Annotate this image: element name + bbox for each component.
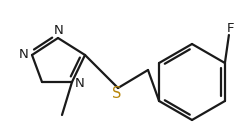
- Text: N: N: [19, 47, 29, 60]
- Text: S: S: [112, 86, 122, 101]
- Text: N: N: [54, 24, 64, 37]
- Text: F: F: [227, 23, 235, 36]
- Text: N: N: [75, 76, 85, 89]
